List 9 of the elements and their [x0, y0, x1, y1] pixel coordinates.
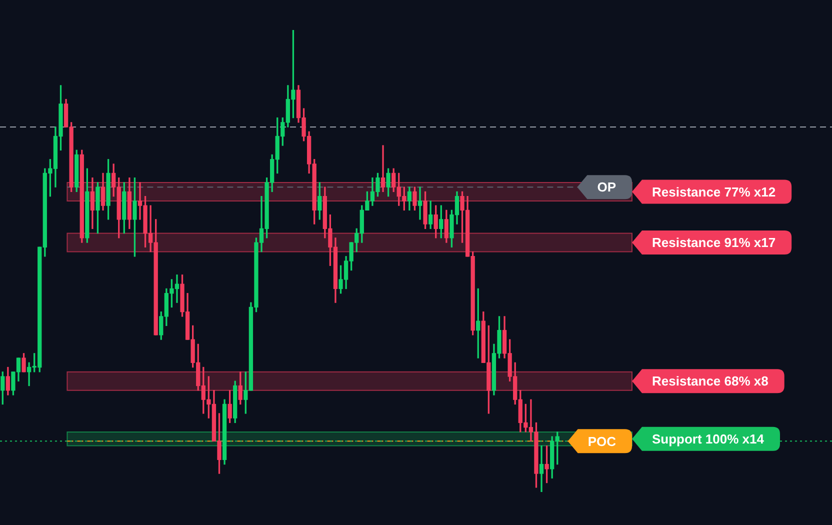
band-label: Resistance 91% x17: [652, 235, 776, 250]
candlestick: [418, 186, 422, 220]
ref-line-label: OP: [597, 180, 616, 195]
candlestick: [380, 145, 386, 192]
band-label: Resistance 68% x8: [652, 374, 768, 389]
band-label: Support 100% x14: [652, 431, 765, 446]
candlestick: [539, 445, 544, 492]
ref-line-label: POC: [588, 434, 617, 449]
band-label: Resistance 77% x12: [652, 184, 776, 200]
